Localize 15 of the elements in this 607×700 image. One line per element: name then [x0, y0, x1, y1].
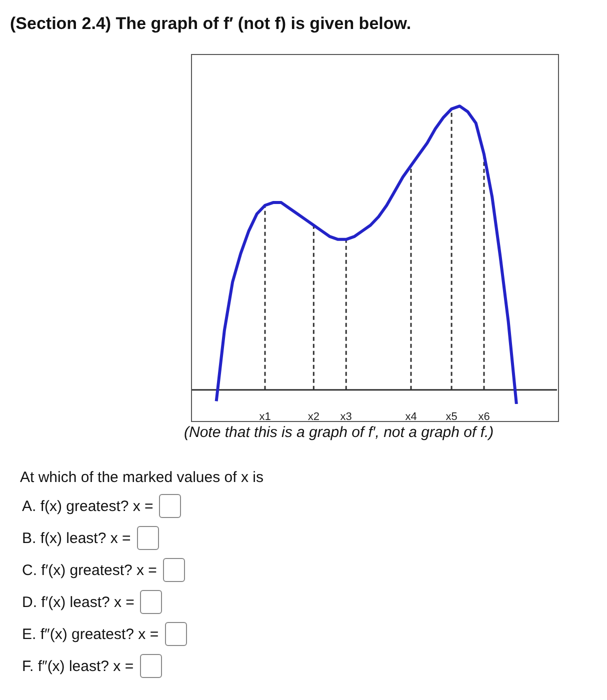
text: (Note that this is a graph of f′, not a graph of f.)	[184, 424, 495, 441]
x-tick-label: x5	[446, 410, 458, 423]
text: B. f(x) least? x =	[22, 530, 131, 546]
text: At which of the marked values of x is	[20, 469, 264, 486]
x-tick-label: x1	[259, 410, 271, 423]
text: E. f″(x) greatest? x =	[22, 626, 159, 642]
x-tick-label: x4	[405, 410, 417, 423]
x-tick-label: x3	[340, 410, 352, 423]
text: A. f(x) greatest? x =	[22, 498, 154, 514]
text: F. f″(x) least? x =	[22, 658, 134, 674]
chart-title: (Section 2.4) The graph of f′ (not f) is given below.	[10, 14, 412, 34]
text: D. f′(x) least? x =	[22, 594, 134, 610]
x-tick-label: x6	[478, 410, 490, 423]
text: C. f′(x) greatest? x =	[22, 562, 157, 578]
x-tick-label: x2	[308, 410, 320, 423]
